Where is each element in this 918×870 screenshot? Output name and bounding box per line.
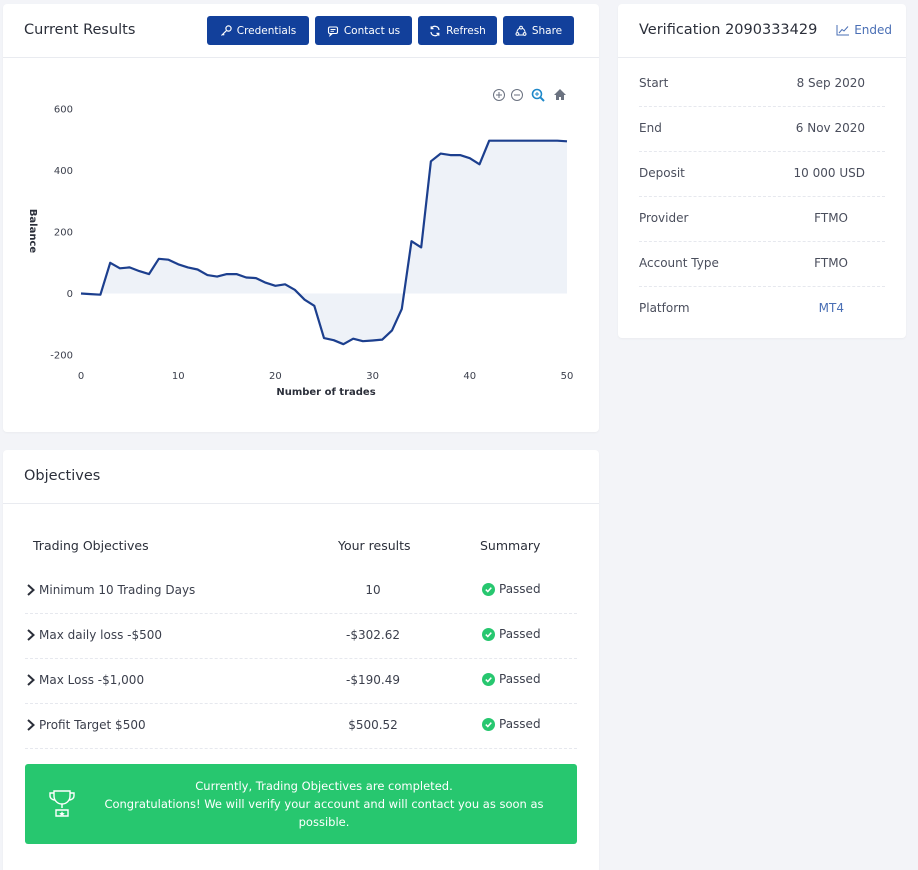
- refresh-button[interactable]: Refresh: [418, 16, 497, 45]
- current-results-header: Current Results Credentials Contact us R…: [3, 4, 599, 58]
- balance-chart: 600 400 200 0 -200 0 10 20 30 40 50 Number of tra…: [27, 88, 574, 398]
- zoom-in-icon[interactable]: [493, 89, 505, 101]
- x-tick-label: 0: [78, 371, 84, 382]
- balance-area-negative: [81, 293, 567, 345]
- balance-line: [80, 139, 568, 346]
- field-row-provider: Provider FTMO: [639, 197, 885, 242]
- banner-text: Currently, Trading Objectives are comple…: [87, 777, 561, 831]
- platform-link[interactable]: MT4: [818, 301, 844, 315]
- field-key: Deposit: [639, 166, 685, 180]
- trophy-icon: [49, 790, 75, 817]
- objective-row[interactable]: Max daily loss -$500 -$302.62 Passed: [25, 614, 577, 659]
- chat-icon: [327, 25, 338, 37]
- chevron-right-icon[interactable]: [25, 583, 37, 597]
- objective-status: Passed: [482, 717, 541, 731]
- current-results-title: Current Results: [24, 22, 136, 38]
- share-button[interactable]: Share: [503, 16, 574, 45]
- field-value: 6 Nov 2020: [795, 121, 865, 135]
- chevron-right-icon[interactable]: [25, 628, 37, 642]
- banner-line-1: Currently, Trading Objectives are comple…: [195, 779, 453, 793]
- contact-us-button[interactable]: Contact us: [315, 16, 412, 45]
- check-circle-icon: [482, 672, 495, 686]
- reset-home-icon[interactable]: [554, 89, 566, 100]
- field-row-end: End 6 Nov 2020: [639, 107, 885, 152]
- objective-row[interactable]: Minimum 10 Trading Days 10 Passed: [25, 569, 577, 614]
- verification-header: Verification 2090333429 Ended: [618, 4, 906, 58]
- objective-row[interactable]: Max Loss -$1,000 -$190.49 Passed: [25, 659, 577, 704]
- field-value: 8 Sep 2020: [796, 76, 865, 90]
- objective-label: Max daily loss -$500: [39, 628, 163, 642]
- banner-line-2: Congratulations! We will verify your acc…: [104, 797, 544, 829]
- field-key: Account Type: [639, 256, 719, 270]
- field-row-platform: Platform MT4: [639, 287, 885, 332]
- x-tick-label: 40: [463, 371, 476, 382]
- x-tick-label: 20: [269, 371, 282, 382]
- objective-status: Passed: [482, 627, 541, 641]
- field-key: End: [639, 121, 662, 135]
- verification-status-label: Ended: [854, 23, 892, 37]
- verification-title: Verification 2090333429: [639, 22, 818, 38]
- balance-area-positive: [81, 140, 567, 294]
- y-tick-label: 0: [67, 289, 73, 300]
- column-header-result: Your results: [338, 538, 411, 553]
- field-key: Start: [639, 76, 669, 90]
- check-circle-icon: [482, 717, 495, 731]
- objective-row[interactable]: Profit Target $500 $500.52 Passed: [25, 704, 577, 749]
- objective-status-label: Passed: [499, 582, 541, 596]
- objectives-header: Objectives: [3, 450, 599, 504]
- x-tick-label: 10: [172, 371, 185, 382]
- objective-status-label: Passed: [499, 672, 541, 686]
- column-header-summary: Summary: [480, 538, 541, 553]
- field-row-account-type: Account Type FTMO: [639, 242, 885, 287]
- objective-status: Passed: [482, 582, 541, 596]
- column-header-objective: Trading Objectives: [33, 538, 149, 553]
- verification-status: Ended: [836, 23, 892, 37]
- refresh-icon: [430, 25, 440, 36]
- refresh-label: Refresh: [446, 24, 486, 37]
- y-tick-label: -200: [50, 351, 73, 362]
- objective-result: 10: [365, 583, 381, 597]
- objectives-completed-banner: Currently, Trading Objectives are comple…: [25, 764, 577, 844]
- share-icon: [515, 25, 527, 36]
- objective-label: Profit Target $500: [39, 718, 146, 732]
- field-value: 10 000 USD: [793, 166, 865, 180]
- objective-result: $500.52: [348, 718, 398, 732]
- credentials-label: Credentials: [236, 24, 297, 37]
- objective-status: Passed: [482, 672, 541, 686]
- field-row-deposit: Deposit 10 000 USD: [639, 152, 885, 197]
- key-icon: [220, 24, 232, 36]
- current-results-card: Current Results Credentials Contact us R…: [3, 4, 599, 432]
- credentials-button[interactable]: Credentials: [207, 16, 309, 45]
- objective-label: Minimum 10 Trading Days: [39, 583, 196, 597]
- field-row-start: Start 8 Sep 2020: [639, 62, 885, 107]
- field-key: Provider: [639, 211, 689, 225]
- x-tick-label: 30: [366, 371, 379, 382]
- objective-label: Max Loss -$1,000: [39, 673, 145, 687]
- objective-status-label: Passed: [499, 627, 541, 641]
- zoom-select-icon[interactable]: [531, 88, 545, 102]
- y-axis-label: Balance: [27, 209, 38, 254]
- objective-status-label: Passed: [499, 717, 541, 731]
- field-value: FTMO: [814, 256, 848, 270]
- objective-result: -$190.49: [346, 673, 400, 687]
- share-label: Share: [531, 24, 563, 37]
- zoom-out-icon[interactable]: [511, 89, 523, 101]
- check-circle-icon: [482, 627, 495, 641]
- contact-us-label: Contact us: [343, 24, 401, 37]
- y-tick-label: 200: [54, 228, 73, 239]
- y-tick-label: 400: [54, 166, 73, 177]
- objectives-card: Objectives Trading Objectives Your resul…: [3, 450, 599, 870]
- verification-card: Verification 2090333429 Ended Start 8 Se…: [618, 4, 906, 338]
- chevron-right-icon[interactable]: [25, 718, 37, 732]
- objective-result: -$302.62: [346, 628, 400, 642]
- field-key: Platform: [639, 301, 690, 315]
- x-tick-label: 50: [561, 371, 574, 382]
- line-chart-icon: [836, 25, 850, 36]
- objectives-title: Objectives: [24, 468, 101, 484]
- field-value: FTMO: [814, 211, 848, 225]
- x-axis-label: Number of trades: [276, 387, 375, 398]
- check-circle-icon: [482, 582, 495, 596]
- y-tick-label: 600: [54, 105, 73, 116]
- chevron-right-icon[interactable]: [25, 673, 37, 687]
